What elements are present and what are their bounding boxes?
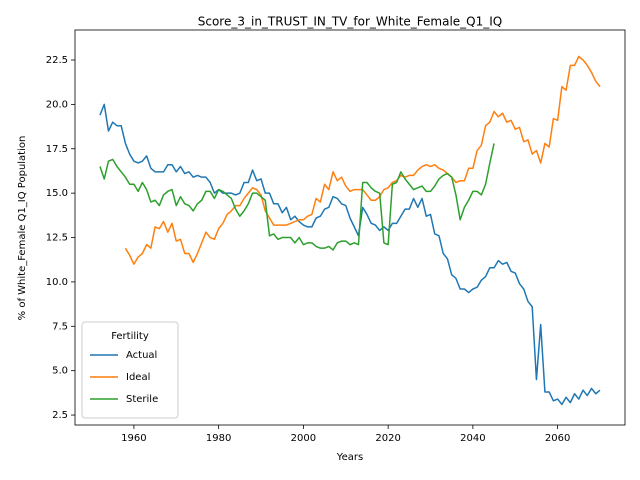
x-tick-label: 2060 — [545, 433, 570, 444]
y-tick-label: 20.0 — [46, 99, 68, 110]
legend-label: Sterile — [126, 394, 158, 405]
y-tick-label: 17.5 — [46, 144, 68, 155]
legend-title: Fertility — [111, 331, 149, 342]
y-tick-label: 7.5 — [52, 321, 68, 332]
x-tick-label: 2020 — [375, 433, 400, 444]
chart-title: Score_3_in_TRUST_IN_TV_for_White_Female_… — [198, 15, 502, 29]
y-tick-label: 2.5 — [52, 410, 68, 421]
y-tick-label: 15.0 — [46, 188, 68, 199]
legend-box — [81, 321, 179, 419]
x-tick-label: 2000 — [291, 433, 316, 444]
legend-label: Actual — [126, 350, 157, 361]
y-tick-label: 5.0 — [52, 366, 68, 377]
y-tick-label: 22.5 — [46, 55, 68, 66]
y-axis-label: % of White_Female Q1_IQ Population — [17, 136, 28, 321]
x-tick-label: 1980 — [206, 433, 231, 444]
y-tick-label: 12.5 — [46, 233, 68, 244]
line-series — [99, 143, 495, 251]
x-tick-label: 2040 — [460, 433, 485, 444]
x-tick-label: 1960 — [121, 433, 146, 444]
legend-label: Ideal — [126, 372, 150, 383]
line-series — [124, 55, 601, 265]
plot-frame — [74, 29, 626, 426]
x-axis-label: Years — [336, 452, 363, 463]
line-series — [99, 103, 601, 406]
y-tick-label: 10.0 — [46, 277, 68, 288]
